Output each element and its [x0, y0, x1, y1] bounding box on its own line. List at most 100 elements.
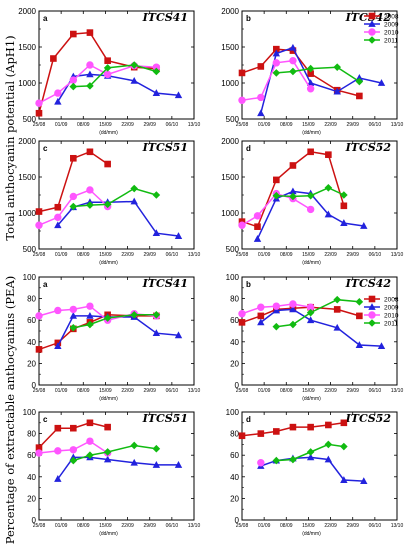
y-tick-label: 1500: [221, 43, 239, 52]
panel-letter: d: [246, 144, 251, 153]
data-point-2008: [340, 419, 348, 427]
legend-marker-2010: [368, 311, 376, 319]
y-axis-label-bottom: Percentage of extractable anthocyanins (…: [3, 276, 17, 544]
data-point-2010: [54, 89, 62, 97]
data-point-2011: [103, 448, 112, 456]
legend-label-2010: 2010: [384, 30, 399, 37]
plot-frame: [38, 10, 195, 120]
series-2009: [257, 305, 386, 350]
data-point-2011: [152, 191, 161, 199]
x-axis-unit: (dd/mm): [99, 260, 118, 266]
data-point-2009: [355, 74, 364, 81]
y-tick-label: 40: [27, 338, 36, 347]
data-point-2009: [130, 76, 138, 84]
y-tick-label: 500: [23, 245, 37, 254]
chart-panel-2: 500 1000 1500 2000 25/08 01/09 08/09 15/09 22/09…: [221, 7, 403, 136]
x-tick-label: 08/09: [77, 388, 90, 394]
x-tick-label: 25/08: [236, 523, 249, 529]
series-2008: [35, 148, 111, 215]
data-point-2009: [306, 316, 315, 324]
x-tick-label: 25/08: [236, 122, 249, 128]
series-2010: [238, 300, 315, 318]
data-point-2009: [86, 70, 94, 78]
x-tick-label: 06/10: [166, 122, 179, 128]
data-point-2011: [289, 320, 297, 329]
panel-letter: a: [43, 14, 48, 23]
y-tick-label: 1500: [221, 173, 239, 182]
data-point-2008: [70, 154, 77, 162]
data-point-2008: [104, 57, 111, 64]
x-tick-label: 06/10: [369, 122, 382, 128]
data-point-2009: [289, 305, 297, 313]
y-tick-label: 100: [226, 273, 240, 282]
data-point-2008: [257, 63, 265, 70]
series-2010: [238, 56, 315, 104]
legend-label-2009: 2009: [384, 305, 399, 312]
data-point-2009: [257, 318, 265, 326]
data-point-2008: [35, 444, 43, 451]
y-tick-label: 20: [230, 359, 239, 368]
data-point-2008: [307, 70, 314, 77]
x-axis-unit: (dd/mm): [302, 130, 321, 136]
data-point-2011: [355, 77, 364, 86]
x-tick-label: 13/10: [391, 252, 404, 258]
data-point-2009: [360, 222, 368, 229]
data-point-2008: [325, 151, 332, 158]
x-tick-label: 25/08: [33, 122, 46, 128]
data-point-2009: [54, 97, 62, 105]
plot-frame: [241, 411, 398, 521]
panel-title: ITCS42: [345, 11, 392, 24]
x-axis-unit: (dd/mm): [99, 396, 118, 402]
data-point-2008: [254, 223, 261, 230]
data-point-2008: [238, 319, 246, 326]
data-point-2009: [174, 461, 183, 468]
series-line-2011: [73, 444, 157, 462]
data-point-2008: [273, 45, 280, 53]
chart-panel-8: 0 20 40 60 80 100 25/08 01/09 08/09 15/09 22/09 29/…: [226, 408, 404, 537]
data-point-2011: [324, 184, 333, 192]
y-tick-label: 500: [226, 115, 240, 124]
data-point-2011: [333, 63, 342, 71]
series-2011: [272, 63, 364, 86]
legend-marker-2009: [368, 303, 376, 310]
y-tick-label: 0: [235, 516, 240, 525]
data-point-2010: [69, 305, 78, 314]
x-tick-label: 13/10: [391, 388, 404, 394]
series-line-2010: [241, 59, 312, 102]
data-point-2010: [257, 303, 265, 311]
data-point-2008: [35, 346, 43, 353]
panel-title: ITCS51: [142, 412, 188, 425]
data-point-2009: [152, 461, 161, 468]
y-tick-label: 1500: [18, 173, 36, 182]
data-point-2008: [257, 430, 265, 437]
data-point-2010: [86, 186, 94, 194]
x-tick-label: 01/09: [55, 252, 68, 258]
panel-letter: b: [246, 14, 251, 23]
data-point-2009: [306, 79, 315, 86]
x-tick-label: 13/10: [188, 252, 201, 258]
data-point-2010: [86, 302, 94, 310]
data-point-2008: [54, 424, 62, 432]
series-2011: [272, 440, 348, 465]
y-tick-label: 20: [27, 359, 36, 368]
data-point-2009: [324, 455, 333, 463]
y-tick-label: 0: [32, 516, 37, 525]
x-tick-label: 08/09: [77, 252, 90, 258]
y-tick-label: 2000: [221, 137, 239, 146]
x-tick-label: 06/10: [369, 252, 382, 258]
y-tick-label: 1000: [18, 209, 36, 218]
data-point-2008: [86, 29, 94, 36]
legend-marker-2011: [368, 319, 376, 327]
data-point-2009: [289, 187, 297, 195]
x-tick-label: 15/09: [99, 388, 112, 394]
data-point-2008: [289, 423, 297, 431]
data-point-2011: [289, 455, 297, 464]
x-tick-label: 01/09: [258, 122, 271, 128]
data-point-2009: [377, 342, 386, 350]
legend-label-2008: 2008: [384, 297, 399, 304]
data-point-2009: [257, 109, 265, 117]
data-point-2008: [238, 69, 246, 77]
data-point-2011: [324, 440, 333, 449]
